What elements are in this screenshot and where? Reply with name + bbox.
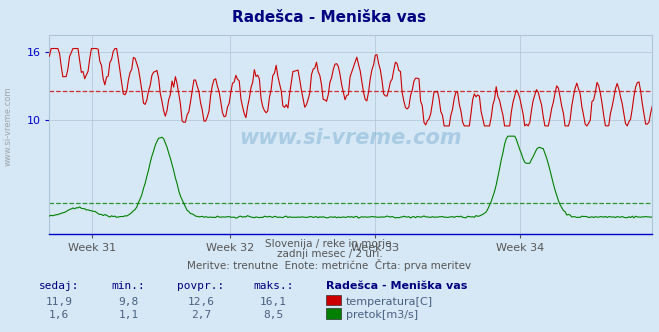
Text: povpr.:: povpr.: bbox=[177, 281, 225, 290]
Text: 8,5: 8,5 bbox=[264, 310, 283, 320]
Text: temperatura[C]: temperatura[C] bbox=[346, 297, 433, 307]
Text: 1,6: 1,6 bbox=[49, 310, 69, 320]
Text: Meritve: trenutne  Enote: metrične  Črta: prva meritev: Meritve: trenutne Enote: metrične Črta: … bbox=[187, 259, 472, 271]
Text: Radešca - Meniška vas: Radešca - Meniška vas bbox=[233, 10, 426, 25]
Text: sedaj:: sedaj: bbox=[39, 281, 80, 290]
Text: 11,9: 11,9 bbox=[46, 297, 72, 307]
Text: 1,1: 1,1 bbox=[119, 310, 138, 320]
Text: 2,7: 2,7 bbox=[191, 310, 211, 320]
Text: maks.:: maks.: bbox=[253, 281, 294, 290]
Text: www.si-vreme.com: www.si-vreme.com bbox=[3, 86, 13, 166]
Text: 9,8: 9,8 bbox=[119, 297, 138, 307]
Text: 12,6: 12,6 bbox=[188, 297, 214, 307]
Text: pretok[m3/s]: pretok[m3/s] bbox=[346, 310, 418, 320]
Text: zadnji mesec / 2 uri.: zadnji mesec / 2 uri. bbox=[277, 249, 382, 259]
Text: 16,1: 16,1 bbox=[260, 297, 287, 307]
Text: min.:: min.: bbox=[111, 281, 146, 290]
Text: Slovenija / reke in morje.: Slovenija / reke in morje. bbox=[264, 239, 395, 249]
Text: Radešca - Meniška vas: Radešca - Meniška vas bbox=[326, 281, 468, 290]
Text: www.si-vreme.com: www.si-vreme.com bbox=[240, 128, 462, 148]
